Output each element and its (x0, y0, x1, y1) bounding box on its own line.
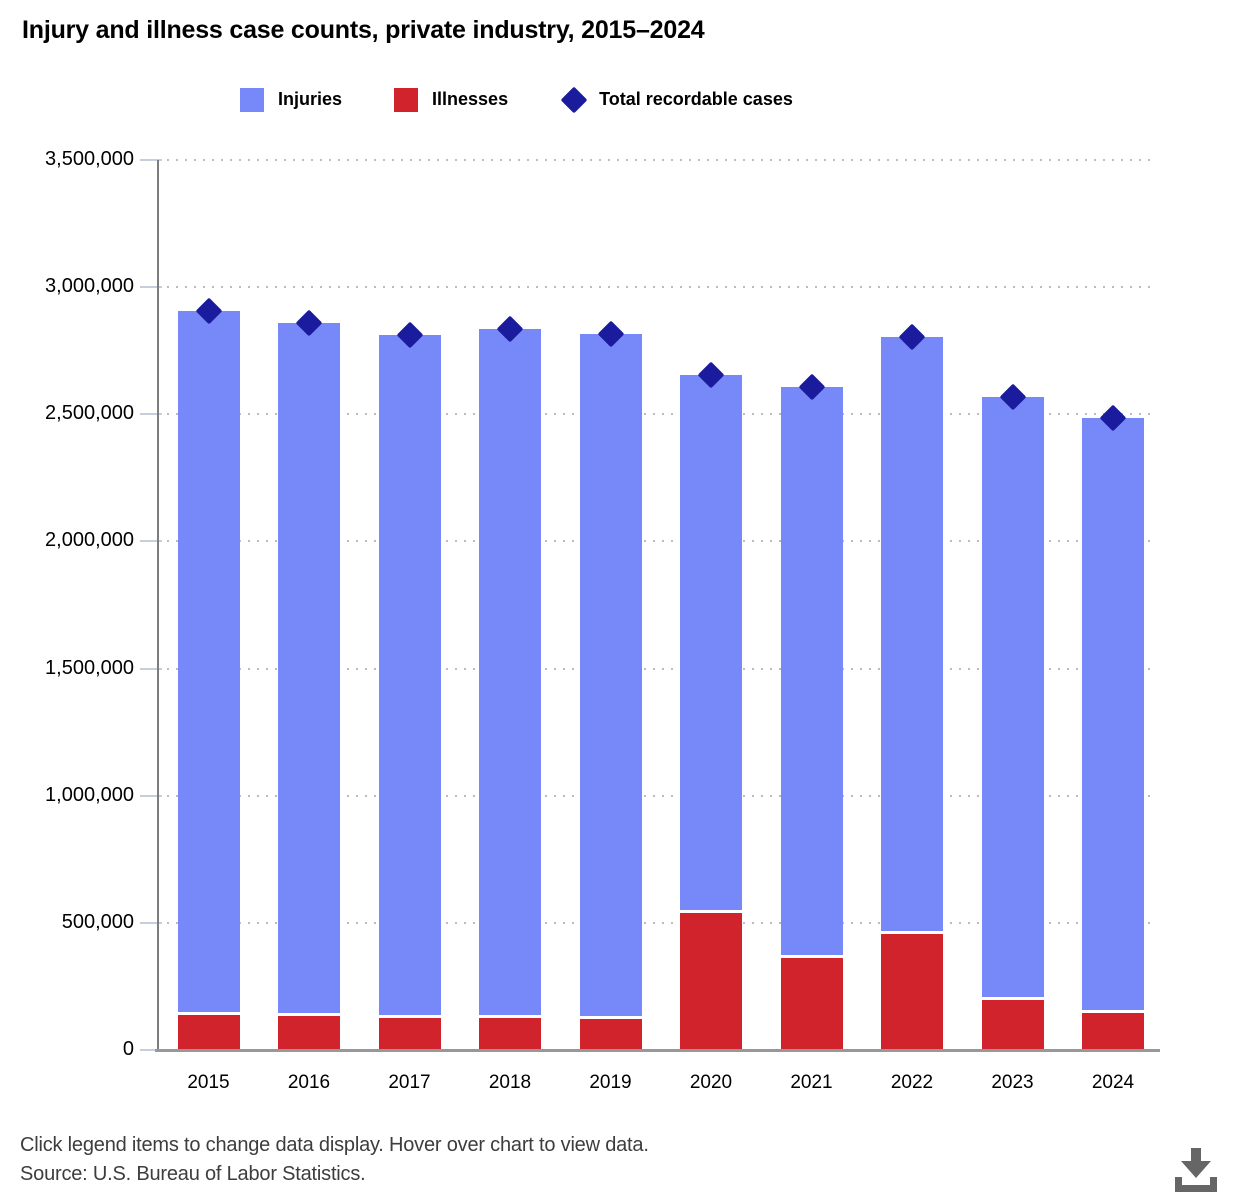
y-axis-tick (140, 159, 162, 161)
bar-injuries-2019[interactable] (579, 334, 642, 1018)
y-axis-label: 2,500,000 (45, 402, 134, 425)
gridline-3500000 (158, 159, 1156, 161)
bar-injuries-2016[interactable] (278, 323, 340, 1016)
legend-swatch-icon (394, 87, 419, 112)
legend-swatch-icon (240, 87, 264, 112)
bar-illnesses-2022[interactable] (881, 930, 943, 1049)
x-axis-label-2015: 2015 (187, 1072, 230, 1093)
bar-injuries-2022[interactable] (881, 336, 943, 933)
legend-item-injuries[interactable]: Injuries (240, 87, 343, 112)
y-axis-tick (140, 413, 162, 416)
bar-injuries-2015[interactable] (177, 311, 240, 1015)
x-axis-label-2021: 2021 (790, 1072, 833, 1093)
x-axis-label-2020: 2020 (689, 1072, 733, 1093)
gridline-3000000 (158, 286, 1156, 289)
y-axis-tick (140, 286, 162, 289)
bar-illnesses-2019[interactable] (579, 1015, 642, 1049)
bar-illnesses-2017[interactable] (378, 1014, 441, 1049)
bar-injuries-2020[interactable] (680, 374, 742, 912)
y-axis-label: 1,500,000 (45, 656, 134, 679)
bar-illnesses-2020[interactable] (680, 909, 742, 1049)
y-axis-label: 0 (122, 1038, 134, 1060)
y-axis-label: 3,000,000 (45, 275, 134, 298)
bar-illnesses-2021[interactable] (780, 955, 843, 1049)
chart-title: Injury and illness case counts, private … (22, 16, 705, 44)
bar-injuries-2024[interactable] (1082, 417, 1144, 1012)
bar-injuries-2023[interactable] (981, 396, 1044, 1000)
legend-label: Injuries (278, 89, 343, 109)
bar-illnesses-2023[interactable] (981, 997, 1044, 1049)
y-axis-label: 2,000,000 (45, 529, 134, 552)
legend-label: Illnesses (432, 89, 509, 109)
x-axis-label-2019: 2019 (589, 1072, 632, 1093)
y-axis-tick (140, 1049, 162, 1051)
legend-item-total-recordable-cases[interactable]: Total recordable cases (560, 86, 793, 113)
gridline-1500000 (158, 667, 1156, 670)
chart-source: Source: U.S. Bureau of Labor Statistics. (20, 1163, 366, 1185)
bar-illnesses-2015[interactable] (177, 1012, 240, 1049)
bar-injuries-2017[interactable] (378, 335, 441, 1017)
bar-injuries-2021[interactable] (780, 386, 843, 958)
download-button[interactable] (1171, 1144, 1221, 1196)
y-axis-tick (140, 921, 162, 924)
download-icon (1175, 1148, 1217, 1192)
gridline-1000000 (158, 794, 1156, 797)
x-axis-label-2023: 2023 (991, 1072, 1034, 1093)
chart-legend: Injuries Illnesses Total recordable cases (240, 86, 793, 113)
bar-illnesses-2024[interactable] (1082, 1009, 1144, 1049)
y-axis-line (157, 160, 159, 1051)
gridline-2500000 (158, 413, 1156, 416)
gridline-2000000 (158, 540, 1156, 543)
bar-illnesses-2018[interactable] (479, 1014, 541, 1049)
x-axis-label-2022: 2022 (890, 1072, 934, 1093)
x-axis-label-2018: 2018 (488, 1072, 532, 1093)
x-axis-label-2016: 2016 (287, 1072, 331, 1093)
y-axis-label: 1,000,000 (45, 783, 134, 806)
y-axis-label: 500,000 (61, 910, 134, 933)
chart-instructions: Click legend items to change data displa… (20, 1134, 649, 1156)
y-axis-tick (140, 794, 162, 797)
x-axis-label-2017: 2017 (388, 1072, 431, 1093)
legend-item-illnesses[interactable]: Illnesses (394, 87, 509, 112)
x-axis-line (155, 1049, 1160, 1052)
x-axis-label-2024: 2024 (1091, 1072, 1135, 1093)
legend-label: Total recordable cases (599, 89, 793, 109)
gridline-500000 (158, 921, 1156, 924)
bar-injuries-2018[interactable] (479, 329, 541, 1017)
y-axis-tick (140, 540, 162, 543)
bar-illnesses-2016[interactable] (278, 1013, 340, 1049)
y-axis-tick (140, 667, 162, 670)
y-axis-label: 3,500,000 (45, 148, 134, 170)
